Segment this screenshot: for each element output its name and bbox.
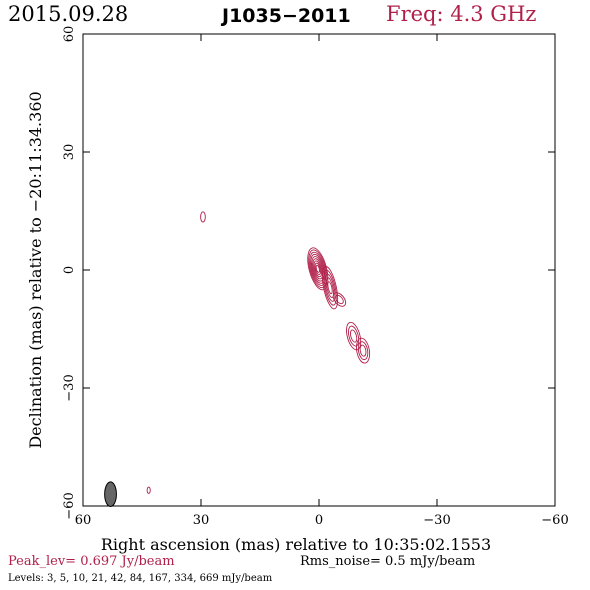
y-tick-label: −30: [62, 374, 77, 401]
contour-ring: [359, 344, 367, 357]
peak-level: Peak_lev= 0.697 Jy/beam: [8, 554, 175, 569]
contour-ring: [323, 269, 337, 306]
contour-ring: [314, 262, 321, 275]
x-tick-label: −30: [423, 513, 450, 528]
contour-component-outer-jet-b: [356, 337, 371, 364]
contour-component-noise-blob-1: [200, 211, 206, 223]
beam-ellipse: [104, 481, 117, 507]
contour-component-jet-knot-1: [332, 292, 347, 307]
contour-ring: [350, 329, 358, 343]
contour-component-inner-jet: [321, 266, 339, 310]
contour-ring: [313, 260, 323, 278]
contour-ring: [327, 281, 333, 295]
contour-layer: [146, 211, 371, 494]
y-tick-label: 0: [62, 266, 77, 274]
contour-ring: [315, 264, 320, 273]
tick-labels: 60 30 0 −30 −60 −60 −30 0 30 60: [62, 26, 569, 528]
frequency-label: Freq: 4.3 GHz: [386, 2, 537, 26]
contour-component-noise-blob-2: [146, 486, 151, 494]
observation-date: 2015.09.28: [8, 2, 129, 26]
x-tick-label: −60: [541, 513, 568, 528]
x-tick-label: 60: [75, 513, 92, 528]
source-name: J1035−2011: [222, 5, 351, 27]
contour-ring: [146, 486, 151, 494]
contour-ring: [332, 292, 347, 307]
y-tick-label: 60: [62, 26, 77, 43]
y-tick-label: −60: [62, 492, 77, 519]
x-tick-label: 0: [315, 513, 323, 528]
contour-ring: [321, 266, 339, 310]
beam-layer: [104, 481, 117, 507]
axis-ticks: [82, 33, 556, 507]
contour-ring: [200, 211, 206, 223]
contour-ring: [356, 337, 371, 364]
contour-ring: [324, 273, 336, 302]
contour-ring: [346, 321, 362, 351]
contour-ring: [312, 258, 324, 280]
rms-noise: Rms_noise= 0.5 mJy/beam: [300, 554, 476, 569]
contour-ring: [335, 294, 344, 305]
x-tick-label: 30: [193, 513, 210, 528]
plot-frame: [82, 33, 556, 507]
contour-levels: Levels: 3, 5, 10, 21, 42, 84, 167, 334, …: [8, 573, 273, 584]
y-axis-label: Declination (mas) relative to −20:11:34.…: [26, 91, 45, 448]
y-tick-label: 30: [62, 144, 77, 161]
contour-ring: [310, 253, 326, 284]
contour-ring: [311, 256, 325, 282]
contour-ring: [357, 341, 369, 361]
x-axis-label: Right ascension (mas) relative to 10:35:…: [101, 535, 491, 554]
contour-ring: [348, 325, 360, 347]
contour-ring: [326, 277, 335, 298]
